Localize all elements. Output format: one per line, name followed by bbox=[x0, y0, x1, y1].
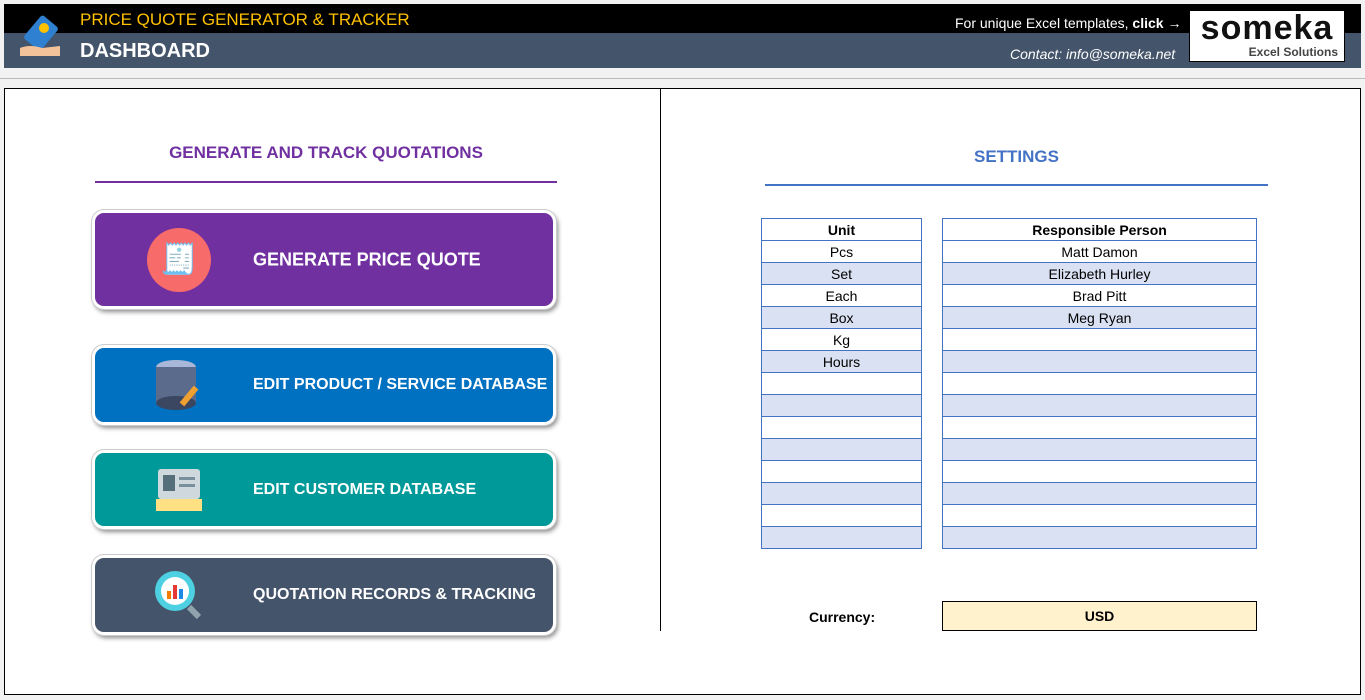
table-row bbox=[942, 504, 1257, 527]
table-row: Brad Pitt bbox=[942, 284, 1257, 307]
table-row: Set bbox=[761, 262, 922, 285]
unit-cell[interactable]: Set bbox=[761, 262, 922, 285]
table-row bbox=[942, 416, 1257, 439]
edit-product-database-button[interactable]: EDIT PRODUCT / SERVICE DATABASE bbox=[92, 345, 556, 425]
button-label: GENERATE PRICE QUOTE bbox=[253, 249, 481, 269]
person-cell[interactable] bbox=[942, 372, 1257, 395]
edit-customer-database-button[interactable]: EDIT CUSTOMER DATABASE bbox=[92, 450, 556, 529]
unit-cell[interactable]: Pcs bbox=[761, 240, 922, 263]
quotation-records-button[interactable]: QUOTATION RECORDS & TRACKING bbox=[92, 555, 556, 635]
table-row: Matt Damon bbox=[942, 240, 1257, 263]
person-cell[interactable] bbox=[942, 350, 1257, 373]
settings-title: SETTINGS bbox=[973, 147, 1059, 166]
table-row bbox=[761, 372, 922, 395]
button-label: EDIT PRODUCT / SERVICE DATABASE bbox=[253, 376, 548, 393]
logo-name: someka bbox=[1200, 9, 1334, 47]
person-cell[interactable] bbox=[942, 394, 1257, 417]
table-row bbox=[942, 526, 1257, 549]
promo-click[interactable]: click → bbox=[1132, 15, 1182, 31]
person-cell[interactable] bbox=[942, 504, 1257, 527]
header-top-bar bbox=[4, 4, 1361, 33]
page-title: DASHBOARD bbox=[80, 40, 210, 62]
table-row: Hours bbox=[761, 350, 922, 373]
left-section-title: GENERATE AND TRACK QUOTATIONS bbox=[169, 143, 483, 162]
magnifier-chart-icon bbox=[147, 563, 211, 627]
unit-cell[interactable] bbox=[761, 394, 922, 417]
table-row: Elizabeth Hurley bbox=[942, 262, 1257, 285]
receipt-calculator-icon: 🧾 bbox=[147, 227, 211, 292]
database-edit-icon bbox=[147, 353, 211, 417]
table-row bbox=[761, 416, 922, 439]
generate-price-quote-button[interactable]: 🧾 GENERATE PRICE QUOTE bbox=[92, 210, 556, 309]
table-row bbox=[942, 482, 1257, 505]
person-cell[interactable] bbox=[942, 526, 1257, 549]
unit-table: Unit Pcs Set Each Box Kg Hours bbox=[761, 218, 922, 549]
table-row bbox=[761, 482, 922, 505]
price-tag-hand-icon bbox=[20, 14, 66, 58]
button-label: EDIT CUSTOMER DATABASE bbox=[253, 480, 477, 498]
table-row bbox=[761, 526, 922, 549]
table-row: Kg bbox=[761, 328, 922, 351]
table-row: Each bbox=[761, 284, 922, 307]
table-row bbox=[761, 438, 922, 461]
table-row: Pcs bbox=[761, 240, 922, 263]
unit-header: Unit bbox=[761, 218, 922, 241]
person-cell[interactable] bbox=[942, 460, 1257, 483]
app-title: PRICE QUOTE GENERATOR & TRACKER bbox=[80, 10, 410, 29]
unit-cell[interactable]: Each bbox=[761, 284, 922, 307]
left-title-underline bbox=[95, 181, 557, 183]
person-cell[interactable] bbox=[942, 416, 1257, 439]
table-row bbox=[761, 460, 922, 483]
person-cell[interactable]: Elizabeth Hurley bbox=[942, 262, 1257, 285]
panel-divider bbox=[660, 88, 661, 631]
person-cell[interactable]: Matt Damon bbox=[942, 240, 1257, 263]
currency-input[interactable]: USD bbox=[942, 601, 1257, 631]
table-row bbox=[942, 350, 1257, 373]
table-row: Meg Ryan bbox=[942, 306, 1257, 329]
table-row bbox=[942, 438, 1257, 461]
person-cell[interactable] bbox=[942, 482, 1257, 505]
promo-link[interactable]: For unique Excel templates, click → bbox=[955, 15, 1181, 31]
header-bottom-bar bbox=[4, 33, 1361, 68]
header-divider bbox=[0, 78, 1365, 79]
responsible-person-table: Responsible Person Matt Damon Elizabeth H… bbox=[942, 218, 1257, 549]
table-row bbox=[761, 394, 922, 417]
table-row: Box bbox=[761, 306, 922, 329]
unit-cell[interactable] bbox=[761, 438, 922, 461]
person-cell[interactable] bbox=[942, 328, 1257, 351]
unit-cell[interactable] bbox=[761, 372, 922, 395]
unit-cell[interactable]: Box bbox=[761, 306, 922, 329]
unit-cell[interactable]: Hours bbox=[761, 350, 922, 373]
logo-tagline: Excel Solutions bbox=[1248, 45, 1338, 59]
unit-cell[interactable]: Kg bbox=[761, 328, 922, 351]
someka-logo[interactable]: someka Excel Solutions bbox=[1189, 10, 1345, 62]
unit-cell[interactable] bbox=[761, 416, 922, 439]
contact-text: Contact: info@someka.net bbox=[1010, 46, 1176, 62]
table-row bbox=[942, 328, 1257, 351]
person-cell[interactable]: Meg Ryan bbox=[942, 306, 1257, 329]
unit-cell[interactable] bbox=[761, 460, 922, 483]
table-row bbox=[942, 372, 1257, 395]
promo-text: For unique Excel templates, bbox=[955, 15, 1133, 31]
table-row bbox=[942, 460, 1257, 483]
currency-label: Currency: bbox=[809, 609, 876, 625]
settings-underline bbox=[765, 184, 1268, 186]
id-card-icon bbox=[147, 458, 211, 522]
table-row bbox=[761, 504, 922, 527]
unit-cell[interactable] bbox=[761, 482, 922, 505]
person-cell[interactable] bbox=[942, 438, 1257, 461]
responsible-person-header: Responsible Person bbox=[942, 218, 1257, 241]
unit-cell[interactable] bbox=[761, 504, 922, 527]
button-label: QUOTATION RECORDS & TRACKING bbox=[253, 586, 536, 603]
unit-cell[interactable] bbox=[761, 526, 922, 549]
person-cell[interactable]: Brad Pitt bbox=[942, 284, 1257, 307]
table-row bbox=[942, 394, 1257, 417]
